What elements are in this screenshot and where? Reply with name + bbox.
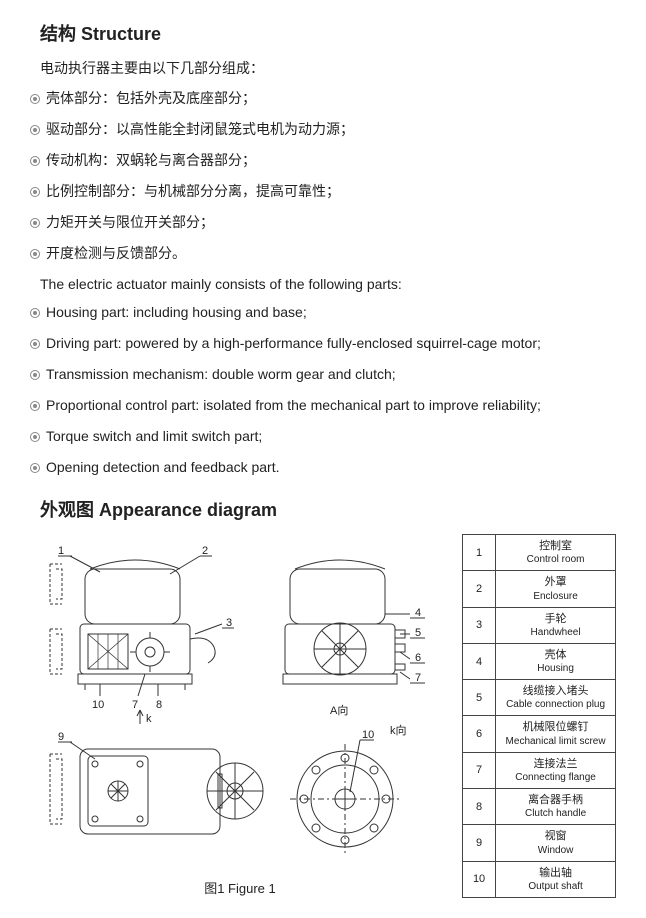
list-item: Transmission mechanism: double worm gear… — [30, 364, 616, 385]
part-number: 10 — [463, 861, 496, 897]
callout-10: 10 — [92, 699, 104, 711]
callout-8: 8 — [156, 699, 162, 711]
table-row: 8离合器手柄Clutch handle — [463, 789, 616, 825]
callout-1: 1 — [58, 545, 64, 557]
appearance-diagram: 1 2 3 10 7 8 k — [30, 534, 450, 897]
callout-7: 7 — [415, 672, 421, 684]
part-desc: 线缆接入堵头Cable connection plug — [496, 680, 616, 716]
part-desc: 连接法兰Connecting flange — [496, 752, 616, 788]
callout-9: 9 — [58, 731, 64, 743]
table-row: 6机械限位螺钉Mechanical limit screw — [463, 716, 616, 752]
structure-bullets-cn: 壳体部分：包括外壳及底座部分； 驱动部分：以高性能全封闭鼠笼式电机为动力源； 传… — [30, 88, 616, 264]
part-number: 8 — [463, 789, 496, 825]
list-item: Opening detection and feedback part. — [30, 457, 616, 478]
list-item: 驱动部分：以高性能全封闭鼠笼式电机为动力源； — [30, 119, 616, 140]
structure-heading: 结构 Structure — [40, 20, 616, 46]
table-row: 10输出轴Output shaft — [463, 861, 616, 897]
arrow-k-label: k — [146, 713, 152, 725]
part-desc: 机械限位螺钉Mechanical limit screw — [496, 716, 616, 752]
part-desc: 视窗Window — [496, 825, 616, 861]
a-direction-label: A向 — [330, 703, 348, 717]
part-desc: 控制室Control room — [496, 535, 616, 571]
structure-intro-en: The electric actuator mainly consists of… — [40, 276, 616, 292]
callout-6: 6 — [415, 652, 421, 664]
list-item: 比例控制部分：与机械部分分离，提高可靠性； — [30, 181, 616, 202]
part-desc: 手轮Handwheel — [496, 607, 616, 643]
table-row: 1控制室Control room — [463, 535, 616, 571]
list-item: Housing part: including housing and base… — [30, 302, 616, 323]
part-number: 1 — [463, 535, 496, 571]
list-item: Torque switch and limit switch part; — [30, 426, 616, 447]
part-number: 6 — [463, 716, 496, 752]
callout-3: 3 — [226, 617, 232, 629]
structure-intro-cn: 电动执行器主要由以下几部分组成： — [40, 58, 616, 78]
list-item: Driving part: powered by a high-performa… — [30, 333, 616, 354]
part-desc: 离合器手柄Clutch handle — [496, 789, 616, 825]
table-row: 7连接法兰Connecting flange — [463, 752, 616, 788]
callout-2: 2 — [202, 545, 208, 557]
parts-table: 1控制室Control room2外罩Enclosure3手轮Handwheel… — [462, 534, 616, 898]
list-item: 壳体部分：包括外壳及底座部分； — [30, 88, 616, 109]
part-number: 4 — [463, 643, 496, 679]
list-item: 开度检测与反馈部分。 — [30, 243, 616, 264]
callout-7b: 7 — [132, 699, 138, 711]
table-row: 5线缆接入堵头Cable connection plug — [463, 680, 616, 716]
part-number: 9 — [463, 825, 496, 861]
table-row: 9视窗Window — [463, 825, 616, 861]
k-direction-label: k向 — [390, 723, 407, 737]
callout-10b: 10 — [362, 729, 374, 741]
figure-svg: 1 2 3 10 7 8 k — [30, 534, 450, 874]
part-number: 7 — [463, 752, 496, 788]
part-desc: 输出轴Output shaft — [496, 861, 616, 897]
list-item: Proportional control part: isolated from… — [30, 395, 616, 416]
callout-5: 5 — [415, 627, 421, 639]
table-row: 3手轮Handwheel — [463, 607, 616, 643]
part-desc: 壳体Housing — [496, 643, 616, 679]
callout-4: 4 — [415, 607, 421, 619]
part-number: 2 — [463, 571, 496, 607]
structure-bullets-en: Housing part: including housing and base… — [30, 302, 616, 478]
table-row: 2外罩Enclosure — [463, 571, 616, 607]
table-row: 4壳体Housing — [463, 643, 616, 679]
part-number: 3 — [463, 607, 496, 643]
list-item: 传动机构：双蜗轮与离合器部分； — [30, 150, 616, 171]
part-number: 5 — [463, 680, 496, 716]
appearance-heading: 外观图 Appearance diagram — [40, 496, 616, 522]
list-item: 力矩开关与限位开关部分； — [30, 212, 616, 233]
figure-caption: 图1 Figure 1 — [204, 878, 276, 897]
part-desc: 外罩Enclosure — [496, 571, 616, 607]
